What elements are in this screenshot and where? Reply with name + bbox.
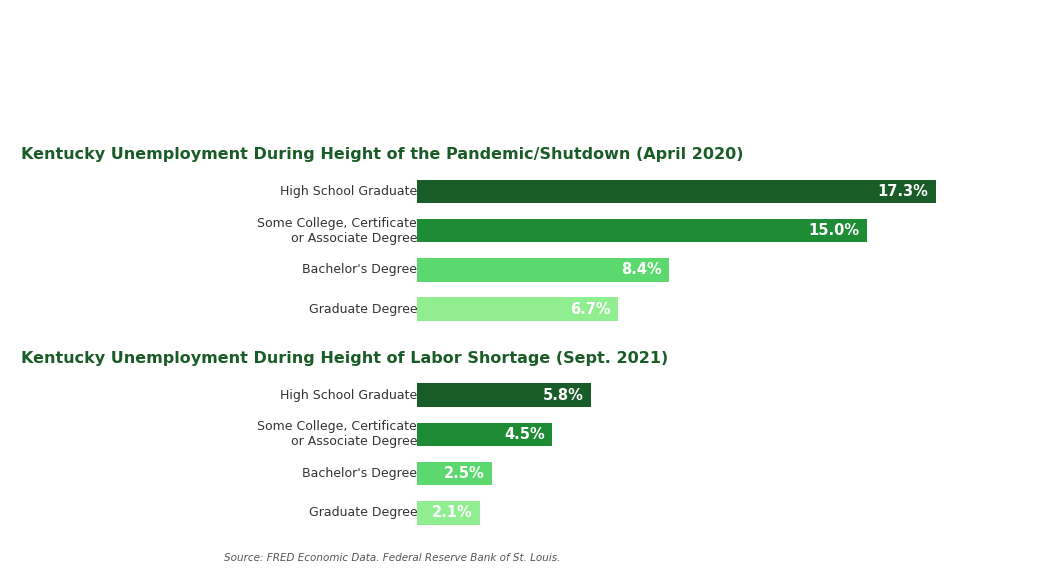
Bar [417, 179, 936, 203]
Text: 15.0%: 15.0% [808, 223, 859, 238]
Text: Some College, Certificate
or Associate Degree: Some College, Certificate or Associate D… [258, 420, 417, 448]
Text: 2.1%: 2.1% [432, 505, 472, 520]
Text: higher education matters: higher education matters [120, 95, 719, 137]
Text: 2.5%: 2.5% [444, 466, 485, 481]
Text: High School Graduate: High School Graduate [280, 389, 417, 402]
Text: 6.7%: 6.7% [569, 301, 610, 317]
Text: 4.5%: 4.5% [504, 427, 544, 442]
Text: Graduate Degree: Graduate Degree [309, 506, 417, 519]
Text: Bachelor's Degree: Bachelor's Degree [302, 264, 417, 276]
Text: 👍: 👍 [52, 48, 83, 100]
Text: 8.4%: 8.4% [621, 262, 661, 278]
Bar [417, 258, 670, 282]
Bar [417, 297, 618, 321]
Text: Source: FRED Economic Data. Federal Reserve Bank of St. Louis.: Source: FRED Economic Data. Federal Rese… [224, 553, 561, 563]
Bar [417, 462, 492, 485]
Text: If stable employment matters,: If stable employment matters, [120, 22, 835, 64]
Text: Kentucky Unemployment During Height of the Pandemic/Shutdown (April 2020): Kentucky Unemployment During Height of t… [21, 147, 744, 162]
Bar [417, 384, 591, 407]
Text: 5.8%: 5.8% [542, 388, 584, 403]
Text: Kentucky Unemployment During Height of Labor Shortage (Sept. 2021): Kentucky Unemployment During Height of L… [21, 351, 669, 366]
Text: High School Graduate: High School Graduate [280, 185, 417, 198]
Bar [417, 219, 867, 243]
Text: 17.3%: 17.3% [877, 184, 928, 199]
Text: Graduate Degree: Graduate Degree [309, 303, 417, 315]
Text: Some College, Certificate
or Associate Degree: Some College, Certificate or Associate D… [258, 217, 417, 244]
Bar [417, 501, 480, 525]
Bar [417, 423, 552, 446]
Text: Bachelor's Degree: Bachelor's Degree [302, 467, 417, 480]
